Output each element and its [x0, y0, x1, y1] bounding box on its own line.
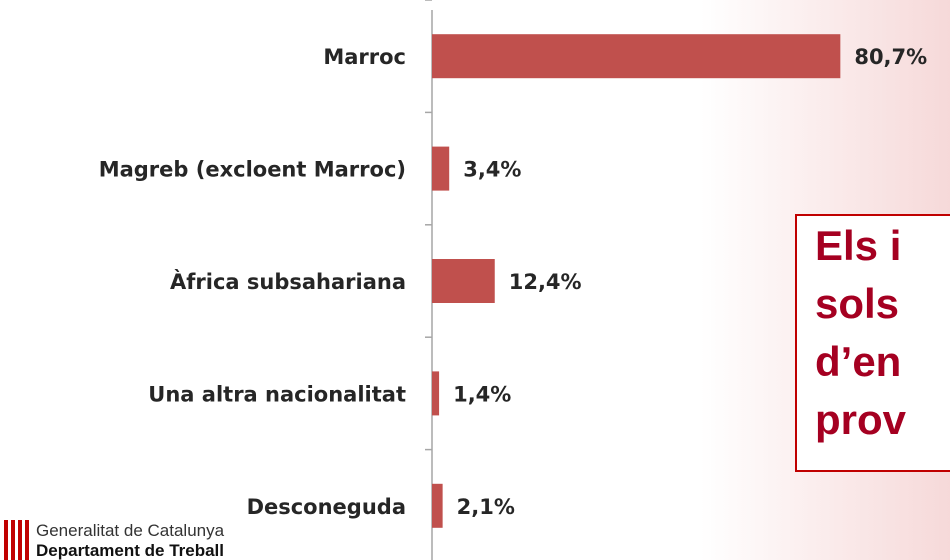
value-label: 2,1% — [457, 495, 515, 519]
logo-mark — [4, 520, 8, 560]
bar — [432, 259, 495, 303]
callout-line: sols — [815, 280, 899, 327]
category-label: Marroc — [323, 45, 406, 69]
value-label: 80,7% — [854, 45, 927, 69]
plot: Marroc 80,7% Magreb (excloent Marroc) 3,4% À… — [99, 0, 927, 528]
callout-line: d’en — [815, 338, 901, 385]
bar — [432, 371, 440, 416]
logo-text: Departament de Treball — [36, 541, 224, 560]
value-label: 1,4% — [453, 382, 511, 406]
bar — [432, 146, 450, 191]
category-label: Magreb (excloent Marroc) — [99, 158, 406, 182]
category-label: Desconeguda — [247, 495, 406, 519]
bar — [432, 34, 841, 79]
logo-mark — [11, 520, 15, 560]
category-label: Àfrica subsahariana — [170, 269, 406, 294]
bar — [432, 483, 443, 528]
value-label: 12,4% — [509, 270, 582, 294]
callout: Els i sols d’en prov — [815, 222, 907, 443]
value-label: 3,4% — [463, 158, 521, 182]
logo-mark — [18, 520, 22, 560]
logo: Generalitat de Catalunya Departament de … — [4, 520, 225, 560]
logo-text: Generalitat de Catalunya — [36, 521, 225, 540]
callout-box — [795, 214, 950, 472]
logo-mark — [25, 520, 29, 560]
callout-line: prov — [815, 396, 907, 443]
category-label: Una altra nacionalitat — [148, 382, 406, 406]
callout-line: Els i — [815, 222, 901, 269]
